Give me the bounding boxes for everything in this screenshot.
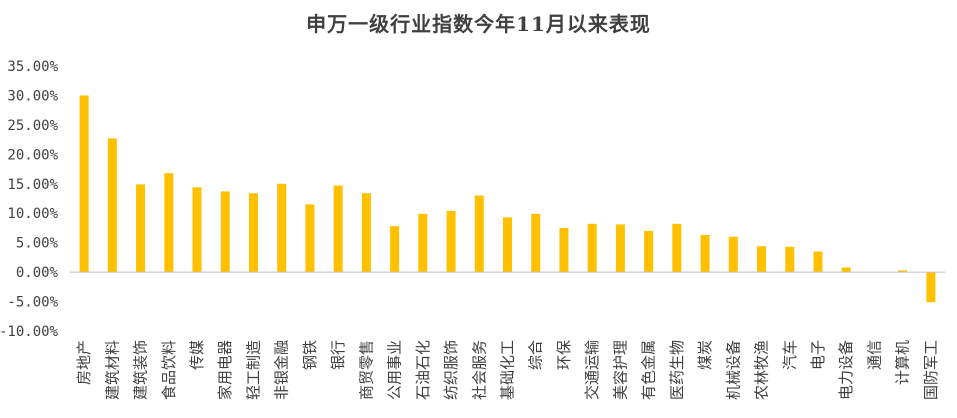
bar <box>248 193 258 273</box>
bar <box>757 246 767 273</box>
x-tick-label: 建筑装饰 <box>132 340 150 400</box>
x-tick-label: 纺织服饰 <box>442 340 460 400</box>
x-tick-label: 通信 <box>865 340 883 370</box>
x-tick-label: 房地产 <box>75 340 93 385</box>
bar <box>390 226 400 273</box>
bar <box>192 187 202 273</box>
y-tick-label: 30.00% <box>7 88 58 104</box>
bar <box>305 204 315 273</box>
x-tick-label: 社会服务 <box>470 340 488 400</box>
bar <box>926 272 936 303</box>
x-tick-label: 汽车 <box>781 340 799 370</box>
x-tick-label: 电力设备 <box>837 340 855 400</box>
y-tick-label: 20.00% <box>7 147 58 163</box>
x-tick-label: 基础化工 <box>499 340 517 400</box>
x-tick-label: 钢铁 <box>301 340 319 370</box>
x-tick-label: 有色金属 <box>640 340 658 400</box>
chart-title: 申万一级行业指数今年11月以来表现 <box>306 12 651 36</box>
x-tick-label: 综合 <box>527 340 545 370</box>
x-tick-label: 美容护理 <box>611 340 629 400</box>
x-tick-label: 国防军工 <box>922 340 940 400</box>
x-tick-label: 公用事业 <box>386 340 404 400</box>
y-tick-label: 15.00% <box>7 177 58 193</box>
x-tick-label: 银行 <box>329 340 347 370</box>
x-tick-label: 农林牧渔 <box>753 340 771 400</box>
bars <box>79 95 936 303</box>
x-axis-labels: 房地产 建筑材料 建筑装饰 食品饮料 传媒 家用电器 轻工制造 非银金融 钢铁 银行 商贸零售 公用事… <box>75 340 940 400</box>
bar <box>531 213 541 273</box>
x-tick-label: 机械设备 <box>724 340 742 400</box>
x-tick-label: 商贸零售 <box>357 340 375 400</box>
bar <box>503 217 512 273</box>
bar <box>333 185 343 273</box>
x-tick-label: 非银金融 <box>273 340 291 400</box>
x-tick-label: 计算机 <box>894 340 912 385</box>
y-tick-label: -10.00% <box>0 324 59 340</box>
bar <box>107 138 117 273</box>
bar <box>615 224 625 273</box>
y-tick-label: 5.00% <box>16 236 59 252</box>
bar <box>418 213 428 273</box>
x-tick-label: 食品饮料 <box>160 340 178 400</box>
bar <box>164 173 174 273</box>
bar <box>785 246 795 273</box>
x-tick-label: 石油石化 <box>414 340 432 400</box>
x-tick-label: 医药生物 <box>668 340 686 400</box>
bar <box>898 270 908 273</box>
bar <box>700 235 710 273</box>
bar <box>813 251 823 273</box>
x-tick-label: 煤炭 <box>696 340 714 370</box>
bar <box>728 236 738 273</box>
bar <box>474 195 484 273</box>
bar <box>277 183 287 273</box>
x-tick-label: 交通运输 <box>583 340 601 400</box>
bar <box>672 223 682 273</box>
y-axis-labels: 35.00% 30.00% 25.00% 20.00% 15.00% 10.00% 5.00… <box>0 59 59 340</box>
x-tick-label: 传媒 <box>188 340 206 370</box>
bar <box>220 191 230 273</box>
bar <box>446 210 456 273</box>
x-tick-label: 环保 <box>555 340 573 370</box>
y-tick-label: 0.00% <box>16 265 59 281</box>
x-tick-label: 家用电器 <box>216 340 234 400</box>
bar <box>841 267 851 273</box>
x-tick-label: 电子 <box>809 340 827 370</box>
bar <box>361 193 371 273</box>
y-tick-label: -5.00% <box>7 295 58 311</box>
bar <box>79 95 89 273</box>
bar <box>136 184 146 273</box>
bar <box>587 223 597 273</box>
bar <box>559 227 569 273</box>
y-tick-label: 25.00% <box>7 118 58 134</box>
y-tick-label: 35.00% <box>7 59 58 75</box>
bar <box>644 230 654 273</box>
x-tick-label: 建筑材料 <box>103 340 121 400</box>
x-tick-label: 轻工制造 <box>244 340 262 400</box>
y-tick-label: 10.00% <box>7 206 58 222</box>
